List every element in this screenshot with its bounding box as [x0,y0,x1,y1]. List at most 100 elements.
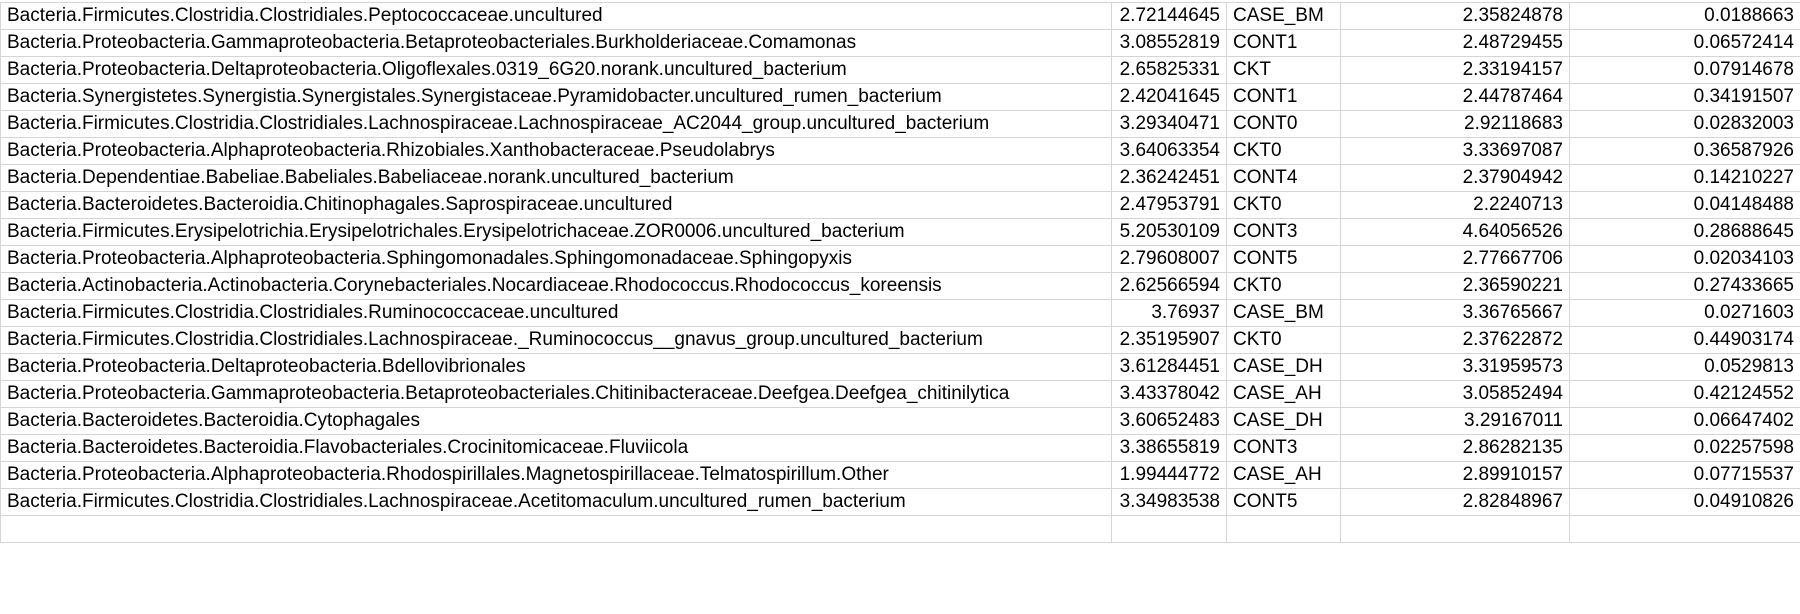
cell-p-value[interactable] [1569,515,1800,543]
cell-group[interactable]: CONT3 [1226,218,1341,246]
cell-taxon[interactable]: Bacteria.Firmicutes.Clostridia.Clostridi… [0,2,1112,30]
cell-value-b[interactable]: 3.29167011 [1340,407,1570,435]
cell-group[interactable]: CONT0 [1226,110,1341,138]
cell-group[interactable]: CKT0 [1226,191,1341,219]
cell-taxon[interactable]: Bacteria.Firmicutes.Clostridia.Clostridi… [0,488,1112,516]
cell-value-a[interactable]: 2.65825331 [1111,56,1227,84]
cell-p-value[interactable]: 0.02832003 [1569,110,1800,138]
cell-p-value[interactable]: 0.14210227 [1569,164,1800,192]
cell-value-b[interactable]: 3.31959573 [1340,353,1570,381]
cell-group[interactable]: CKT0 [1226,272,1341,300]
cell-value-b[interactable]: 2.77667706 [1340,245,1570,273]
cell-group[interactable]: CKT [1226,56,1341,84]
cell-value-b[interactable]: 3.36765667 [1340,299,1570,327]
cell-value-a[interactable]: 2.42041645 [1111,83,1227,111]
cell-group[interactable]: CONT5 [1226,245,1341,273]
cell-taxon[interactable]: Bacteria.Actinobacteria.Actinobacteria.C… [0,272,1112,300]
cell-value-b[interactable]: 2.33194157 [1340,56,1570,84]
cell-taxon[interactable] [0,515,1112,543]
cell-group[interactable]: CASE_DH [1226,353,1341,381]
cell-value-b[interactable]: 2.35824878 [1340,2,1570,30]
cell-taxon[interactable]: Bacteria.Proteobacteria.Gammaproteobacte… [0,29,1112,57]
cell-taxon[interactable]: Bacteria.Synergistetes.Synergistia.Syner… [0,83,1112,111]
cell-taxon[interactable]: Bacteria.Firmicutes.Clostridia.Clostridi… [0,326,1112,354]
cell-group[interactable]: CONT3 [1226,434,1341,462]
cell-value-a[interactable]: 2.79608007 [1111,245,1227,273]
cell-value-b[interactable] [1340,515,1570,543]
cell-group[interactable]: CASE_BM [1226,299,1341,327]
cell-p-value[interactable]: 0.06647402 [1569,407,1800,435]
cell-value-b[interactable]: 3.33697087 [1340,137,1570,165]
cell-value-b[interactable]: 2.82848967 [1340,488,1570,516]
cell-group[interactable]: CASE_AH [1226,380,1341,408]
cell-group[interactable]: CASE_DH [1226,407,1341,435]
cell-p-value[interactable]: 0.42124552 [1569,380,1800,408]
cell-value-a[interactable]: 1.99444772 [1111,461,1227,489]
cell-taxon[interactable]: Bacteria.Bacteroidetes.Bacteroidia.Flavo… [0,434,1112,462]
cell-value-a[interactable]: 2.47953791 [1111,191,1227,219]
cell-p-value[interactable]: 0.36587926 [1569,137,1800,165]
cell-group[interactable]: CASE_BM [1226,2,1341,30]
cell-taxon[interactable]: Bacteria.Proteobacteria.Gammaproteobacte… [0,380,1112,408]
cell-value-b[interactable]: 2.92118683 [1340,110,1570,138]
cell-taxon[interactable]: Bacteria.Proteobacteria.Alphaproteobacte… [0,245,1112,273]
cell-p-value[interactable]: 0.28688645 [1569,218,1800,246]
cell-taxon[interactable]: Bacteria.Firmicutes.Erysipelotrichia.Ery… [0,218,1112,246]
cell-p-value[interactable]: 0.04910826 [1569,488,1800,516]
cell-p-value[interactable]: 0.02034103 [1569,245,1800,273]
cell-p-value[interactable]: 0.04148488 [1569,191,1800,219]
cell-taxon[interactable]: Bacteria.Proteobacteria.Deltaproteobacte… [0,56,1112,84]
cell-taxon[interactable]: Bacteria.Proteobacteria.Alphaproteobacte… [0,461,1112,489]
cell-group[interactable]: CKT0 [1226,326,1341,354]
cell-value-a[interactable] [1111,515,1227,543]
cell-group[interactable]: CONT5 [1226,488,1341,516]
cell-value-b[interactable]: 2.48729455 [1340,29,1570,57]
cell-taxon[interactable]: Bacteria.Proteobacteria.Deltaproteobacte… [0,353,1112,381]
cell-value-b[interactable]: 2.37904942 [1340,164,1570,192]
cell-value-a[interactable]: 3.08552819 [1111,29,1227,57]
cell-p-value[interactable]: 0.02257598 [1569,434,1800,462]
cell-value-b[interactable]: 2.89910157 [1340,461,1570,489]
cell-value-a[interactable]: 2.35195907 [1111,326,1227,354]
cell-group[interactable]: CONT1 [1226,83,1341,111]
cell-value-a[interactable]: 3.76937 [1111,299,1227,327]
cell-taxon[interactable]: Bacteria.Bacteroidetes.Bacteroidia.Chiti… [0,191,1112,219]
cell-value-a[interactable]: 3.60652483 [1111,407,1227,435]
cell-taxon[interactable]: Bacteria.Bacteroidetes.Bacteroidia.Cytop… [0,407,1112,435]
cell-group[interactable]: CONT4 [1226,164,1341,192]
cell-taxon[interactable]: Bacteria.Firmicutes.Clostridia.Clostridi… [0,110,1112,138]
cell-p-value[interactable]: 0.0188663 [1569,2,1800,30]
cell-value-b[interactable]: 4.64056526 [1340,218,1570,246]
cell-taxon[interactable]: Bacteria.Firmicutes.Clostridia.Clostridi… [0,299,1112,327]
cell-value-b[interactable]: 2.36590221 [1340,272,1570,300]
cell-p-value[interactable]: 0.06572414 [1569,29,1800,57]
cell-value-b[interactable]: 2.86282135 [1340,434,1570,462]
cell-p-value[interactable]: 0.07914678 [1569,56,1800,84]
cell-p-value[interactable]: 0.0271603 [1569,299,1800,327]
cell-group[interactable]: CKT0 [1226,137,1341,165]
cell-value-a[interactable]: 3.34983538 [1111,488,1227,516]
cell-value-a[interactable]: 3.29340471 [1111,110,1227,138]
cell-value-b[interactable]: 2.2240713 [1340,191,1570,219]
cell-value-a[interactable]: 3.38655819 [1111,434,1227,462]
cell-p-value[interactable]: 0.34191507 [1569,83,1800,111]
cell-group[interactable]: CASE_AH [1226,461,1341,489]
cell-value-a[interactable]: 2.36242451 [1111,164,1227,192]
cell-group[interactable]: CONT1 [1226,29,1341,57]
cell-value-a[interactable]: 3.61284451 [1111,353,1227,381]
cell-value-a[interactable]: 3.43378042 [1111,380,1227,408]
cell-p-value[interactable]: 0.0529813 [1569,353,1800,381]
cell-group[interactable] [1226,515,1341,543]
cell-value-b[interactable]: 3.05852494 [1340,380,1570,408]
cell-value-b[interactable]: 2.44787464 [1340,83,1570,111]
cell-value-a[interactable]: 2.72144645 [1111,2,1227,30]
cell-taxon[interactable]: Bacteria.Proteobacteria.Alphaproteobacte… [0,137,1112,165]
cell-value-a[interactable]: 3.64063354 [1111,137,1227,165]
cell-value-a[interactable]: 2.62566594 [1111,272,1227,300]
cell-value-b[interactable]: 2.37622872 [1340,326,1570,354]
cell-taxon[interactable]: Bacteria.Dependentiae.Babeliae.Babeliale… [0,164,1112,192]
cell-p-value[interactable]: 0.07715537 [1569,461,1800,489]
cell-value-a[interactable]: 5.20530109 [1111,218,1227,246]
cell-p-value[interactable]: 0.44903174 [1569,326,1800,354]
cell-p-value[interactable]: 0.27433665 [1569,272,1800,300]
